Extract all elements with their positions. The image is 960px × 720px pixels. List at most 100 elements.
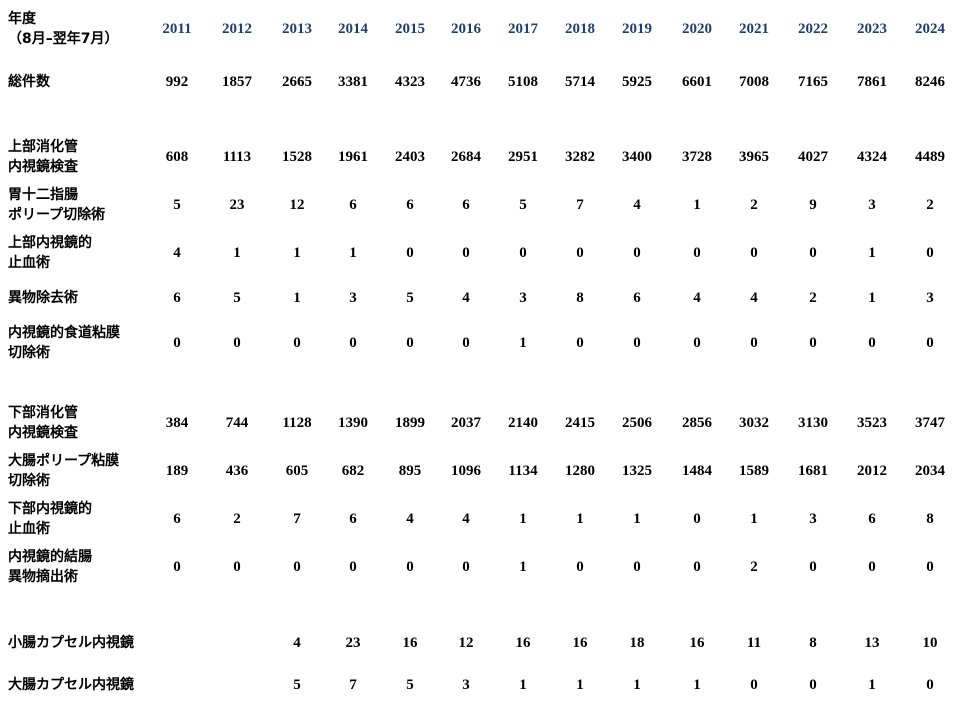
table-cell: 1134 xyxy=(508,463,538,479)
table-cell: 6 xyxy=(462,197,470,213)
table-cell: 1 xyxy=(519,677,527,693)
year-header-2015: 2015 xyxy=(395,21,425,37)
table-cell: 5 xyxy=(519,197,527,213)
year-header-2014: 2014 xyxy=(338,21,368,37)
year-header-2011: 2011 xyxy=(162,21,192,37)
table-cell: 1 xyxy=(750,511,758,527)
table-cell: 189 xyxy=(165,463,189,479)
table-cell: 0 xyxy=(349,559,357,575)
table-cell: 4323 xyxy=(395,74,425,90)
table-cell: 0 xyxy=(809,335,817,351)
year-header-2018: 2018 xyxy=(565,21,595,37)
table-cell: 3 xyxy=(926,290,934,306)
table-cell: 6 xyxy=(349,511,357,527)
table-cell: 2403 xyxy=(395,149,425,165)
table-cell: 0 xyxy=(576,559,584,575)
year-header-2016: 2016 xyxy=(451,21,481,37)
table-cell: 0 xyxy=(462,335,470,351)
table-cell: 2034 xyxy=(915,463,945,479)
table-cell: 16 xyxy=(402,635,418,651)
table-cell: 6 xyxy=(173,511,181,527)
table-cell: 4 xyxy=(406,511,414,527)
table-cell: 10 xyxy=(922,635,938,651)
row-label: 大腸ポリープ粘膜 切除術 xyxy=(8,453,120,489)
table-cell: 2506 xyxy=(622,415,652,431)
table-cell: 6 xyxy=(406,197,414,213)
table-cell: 1 xyxy=(868,245,876,261)
table-cell: 3381 xyxy=(338,74,368,90)
year-header-2019: 2019 xyxy=(622,21,652,37)
table-cell: 7861 xyxy=(857,74,887,90)
table-cell: 5925 xyxy=(622,74,652,90)
table-cell: 0 xyxy=(693,335,701,351)
table-cell: 4027 xyxy=(798,149,828,165)
table-cell: 8 xyxy=(809,635,817,651)
table-cell: 1280 xyxy=(565,463,595,479)
table-cell: 4489 xyxy=(915,149,945,165)
table-cell: 2951 xyxy=(508,149,538,165)
row-label: 下部消化管 内視鏡検査 xyxy=(8,405,78,441)
table-cell: 8 xyxy=(576,290,584,306)
table-cell: 5 xyxy=(406,290,414,306)
table-cell: 0 xyxy=(750,245,758,261)
table-cell: 1 xyxy=(693,197,701,213)
row-label: 大腸カプセル内視鏡 xyxy=(8,677,134,693)
table-cell: 0 xyxy=(693,245,701,261)
table-cell: 1390 xyxy=(338,415,368,431)
table-cell: 11 xyxy=(746,635,762,651)
table-cell: 4324 xyxy=(857,149,887,165)
year-header-2013: 2013 xyxy=(282,21,312,37)
year-header-2021: 2021 xyxy=(739,21,769,37)
table-cell: 3282 xyxy=(565,149,595,165)
table-cell: 8246 xyxy=(915,74,945,90)
table-cell: 4 xyxy=(293,635,301,651)
table-cell: 0 xyxy=(173,335,181,351)
table-cell: 4 xyxy=(633,197,641,213)
table-cell: 2 xyxy=(809,290,817,306)
table-cell: 4 xyxy=(173,245,181,261)
table-cell: 7 xyxy=(576,197,584,213)
table-cell: 5 xyxy=(173,197,181,213)
table-cell: 8 xyxy=(926,511,934,527)
row-label: 内視鏡的結腸 異物摘出術 xyxy=(8,549,92,585)
table-cell: 2140 xyxy=(508,415,538,431)
table-cell: 0 xyxy=(809,559,817,575)
table-cell: 0 xyxy=(926,335,934,351)
table-cell: 3523 xyxy=(857,415,887,431)
table-cell: 3130 xyxy=(798,415,828,431)
row-label: 上部内視鏡的 止血術 xyxy=(8,235,92,271)
table-cell: 0 xyxy=(868,559,876,575)
table-cell: 1 xyxy=(293,245,301,261)
table-cell: 3728 xyxy=(682,149,712,165)
table-cell: 1113 xyxy=(222,149,252,165)
table-cell: 1 xyxy=(633,677,641,693)
table-cell: 2856 xyxy=(682,415,712,431)
table-cell: 1 xyxy=(576,677,584,693)
table-cell: 682 xyxy=(341,463,365,479)
table-cell: 6601 xyxy=(682,74,712,90)
table-cell: 1589 xyxy=(739,463,769,479)
table-cell: 1325 xyxy=(622,463,652,479)
row-label: 下部内視鏡的 止血術 xyxy=(8,501,92,537)
table-cell: 16 xyxy=(572,635,588,651)
table-cell: 12 xyxy=(289,197,305,213)
table-cell: 1681 xyxy=(798,463,828,479)
table-cell: 0 xyxy=(406,335,414,351)
table-cell: 0 xyxy=(926,245,934,261)
table-cell: 0 xyxy=(406,245,414,261)
table-cell: 4 xyxy=(462,290,470,306)
table-cell: 5108 xyxy=(508,74,538,90)
table-cell: 16 xyxy=(689,635,705,651)
row-label: 小腸カプセル内視鏡 xyxy=(8,635,134,651)
table-cell: 0 xyxy=(406,559,414,575)
table-cell: 3965 xyxy=(739,149,769,165)
table-cell: 0 xyxy=(233,335,241,351)
table-cell: 23 xyxy=(229,197,245,213)
table-cell: 6 xyxy=(349,197,357,213)
table-cell: 1 xyxy=(293,290,301,306)
table-cell: 0 xyxy=(173,559,181,575)
table-cell: 18 xyxy=(629,635,645,651)
table-cell: 4736 xyxy=(451,74,481,90)
table-cell: 4 xyxy=(462,511,470,527)
table-cell: 2 xyxy=(233,511,241,527)
